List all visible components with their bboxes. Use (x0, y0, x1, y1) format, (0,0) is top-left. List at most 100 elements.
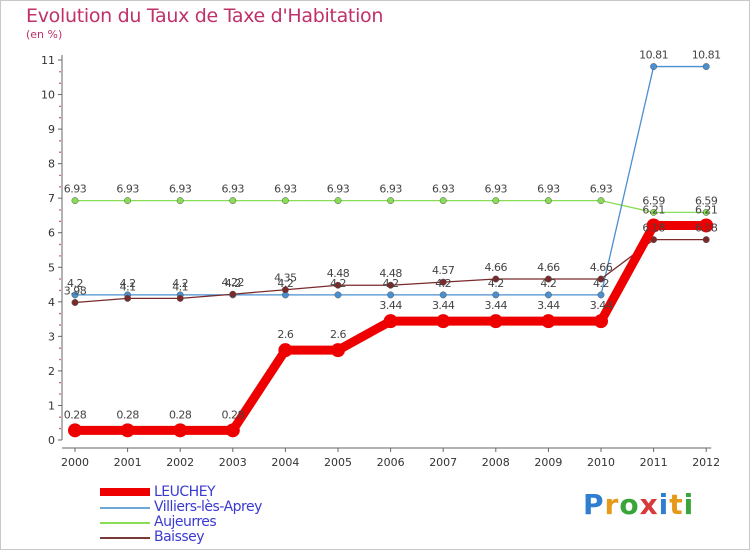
chart-title: Evolution du Taux de Taxe d'Habitation (26, 5, 384, 27)
y-minor-tick (59, 358, 61, 361)
data-point (702, 208, 710, 216)
data-label: 6.93 (590, 183, 613, 196)
data-point (71, 299, 79, 306)
data-point (334, 197, 342, 205)
data-point (225, 423, 240, 438)
data-label: 3.44 (432, 299, 455, 312)
legend-label: Baissey (154, 529, 205, 545)
data-label: 4.2 (330, 277, 346, 290)
data-point (436, 314, 451, 329)
data-point (387, 291, 395, 299)
data-label: 10.81 (692, 49, 721, 62)
x-tick-label: 2005 (324, 456, 352, 469)
data-label: 4.22 (222, 276, 245, 289)
data-point (229, 290, 237, 298)
x-tick-label: 2011 (640, 456, 668, 469)
data-label: 4.2 (120, 277, 136, 290)
y-tick-label: 7 (48, 192, 55, 205)
data-point (124, 294, 132, 302)
data-label: 3.44 (379, 299, 402, 312)
data-label: 6.18 (695, 222, 718, 235)
data-label: 4.2 (435, 277, 451, 290)
data-point (334, 291, 342, 299)
data-label: 4.2 (593, 277, 609, 290)
data-label: 2.6 (330, 328, 346, 341)
data-label: 4.66 (485, 261, 508, 274)
y-minor-tick (59, 381, 61, 384)
data-point (702, 63, 710, 71)
data-label: 0.28 (222, 408, 245, 421)
data-point (124, 197, 132, 205)
data-point (646, 218, 661, 233)
data-point (439, 278, 447, 286)
chart-unit-label: (en %) (26, 28, 63, 41)
y-tick-label: 6 (48, 227, 55, 240)
y-minor-tick (59, 105, 61, 108)
x-tick-label: 2004 (271, 456, 299, 469)
x-tick-label: 2008 (482, 456, 510, 469)
data-label: 6.93 (379, 183, 402, 196)
data-label: 10.81 (639, 49, 668, 62)
y-minor-tick (59, 82, 61, 84)
y-tick-label: 0 (48, 434, 55, 447)
y-minor-tick (59, 312, 61, 315)
data-point (488, 314, 503, 329)
x-tick-label: 2009 (534, 456, 562, 469)
legend-swatch-aujeurres (100, 522, 150, 524)
x-tick-label: 2003 (219, 456, 247, 469)
y-tick-label: 1 (48, 399, 55, 412)
x-tick-label: 2002 (166, 456, 194, 469)
data-point (541, 314, 556, 329)
data-label: 6.93 (432, 183, 455, 196)
data-point (594, 314, 608, 329)
y-tick-label: 8 (48, 158, 55, 171)
y-minor-tick (59, 416, 61, 419)
data-label: 3.98 (64, 285, 87, 298)
data-point (699, 218, 714, 233)
y-minor-tick (59, 393, 61, 395)
y-minor-tick (59, 70, 61, 73)
data-point (281, 286, 289, 294)
data-point (120, 423, 135, 438)
data-label: 4.2 (225, 277, 241, 290)
y-minor-tick (59, 324, 61, 326)
data-point (387, 281, 395, 289)
y-minor-tick (59, 209, 61, 211)
legend-swatch-villiers (100, 507, 150, 509)
data-point (334, 281, 342, 289)
data-point (650, 63, 658, 71)
data-label: 4.48 (327, 267, 350, 280)
y-minor-tick (59, 151, 61, 154)
data-point (492, 197, 500, 205)
data-label: 4.48 (379, 267, 402, 280)
y-minor-tick (59, 347, 61, 349)
data-point (383, 314, 398, 329)
data-point (68, 423, 82, 438)
y-minor-tick (59, 289, 61, 292)
y-tick-label: 9 (48, 123, 55, 136)
data-point (492, 275, 500, 283)
x-tick-label: 2012 (692, 456, 720, 469)
y-minor-tick (59, 140, 61, 142)
legend-swatch-leuchey (100, 488, 150, 496)
data-point (702, 236, 710, 244)
x-tick-label: 2001 (114, 456, 142, 469)
x-tick-label: 2007 (429, 456, 457, 469)
data-label: 6.93 (274, 183, 297, 196)
data-label: 4.2 (67, 277, 83, 290)
y-tick-label: 2 (48, 365, 55, 378)
data-label: 0.28 (116, 408, 139, 421)
data-point (278, 343, 293, 358)
data-label: 6.93 (485, 183, 508, 196)
data-point (597, 291, 605, 299)
data-label: 6.93 (327, 183, 350, 196)
data-point (492, 291, 500, 299)
data-label: 6.21 (695, 203, 718, 216)
y-minor-tick (59, 220, 61, 223)
data-label: 6.93 (64, 183, 87, 196)
y-minor-tick (59, 427, 61, 430)
data-point (71, 291, 79, 299)
data-point (597, 197, 605, 205)
data-point (597, 275, 605, 283)
data-label: 4.1 (120, 280, 136, 293)
